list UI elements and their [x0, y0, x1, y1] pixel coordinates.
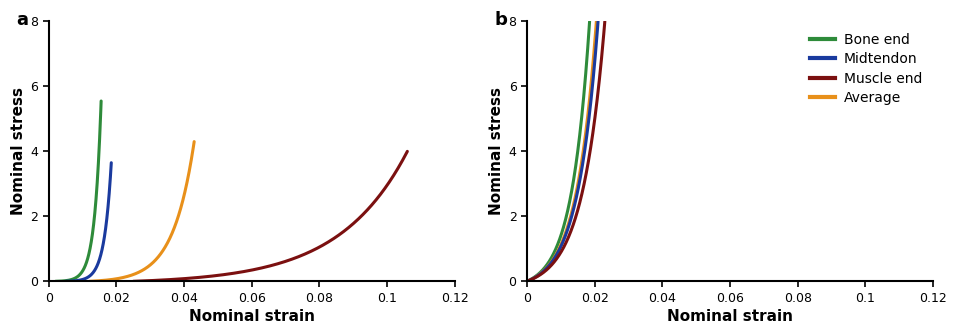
Legend: Bone end, Midtendon, Muscle end, Average: Bone end, Midtendon, Muscle end, Average	[806, 28, 926, 109]
Text: a: a	[16, 11, 28, 29]
X-axis label: Nominal strain: Nominal strain	[667, 309, 793, 324]
Text: b: b	[494, 11, 508, 29]
Y-axis label: Nominal stress: Nominal stress	[11, 87, 26, 215]
Y-axis label: Nominal stress: Nominal stress	[490, 87, 505, 215]
X-axis label: Nominal strain: Nominal strain	[189, 309, 314, 324]
